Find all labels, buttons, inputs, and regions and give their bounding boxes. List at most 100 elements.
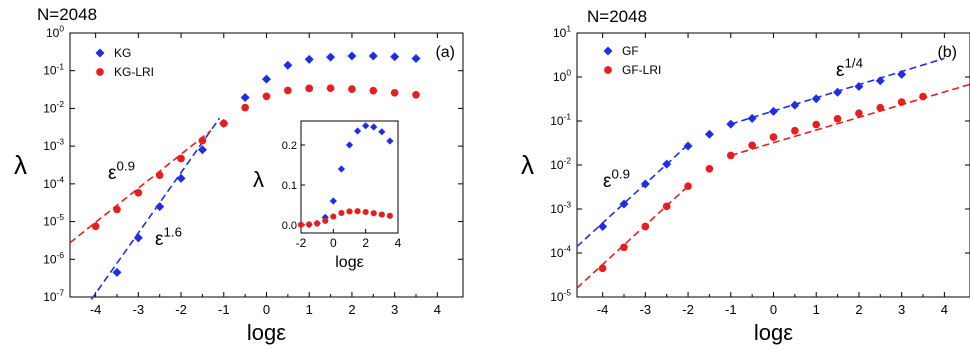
panel-b-y-tick-label: 100 (553, 68, 571, 84)
panel-a-kg-point (240, 92, 250, 102)
panel-a-y-tick-label: 10-4 (43, 174, 64, 190)
panel-b-legend-label: GF-LRI (622, 63, 661, 77)
inset-kg-lri-point (346, 208, 353, 215)
panel-b-y-tick-label: 10-3 (550, 200, 571, 216)
panel-b-x-tick-label: -4 (597, 302, 609, 317)
inset-x-tick-label: 0 (330, 236, 337, 250)
panel-b-y-tick-label: 10-4 (550, 244, 571, 260)
panel-a-kg-point (411, 54, 421, 64)
panel-a-kg-lri-point (412, 90, 420, 99)
panel-a-x-tick-label: 2 (348, 302, 355, 317)
panel-b-gf-point (640, 179, 650, 189)
panel-b-y-tick-label: 101 (553, 24, 571, 40)
inset-y-tick-label: 0.1 (282, 180, 297, 192)
panel-a-y-axis-label: λ (14, 150, 27, 180)
inset-kg-point (362, 122, 370, 130)
panel-b-gf-lri-point (598, 264, 607, 273)
panel-b-fit-label: ε0.9 (603, 166, 630, 192)
panel-b-gf-lri-point (748, 141, 756, 150)
panel-b-x-tick-label: 2 (855, 302, 862, 317)
panel-a-y-tick-label: 100 (46, 24, 64, 40)
inset-kg-lri-point (306, 221, 313, 228)
inset-kg-point (378, 128, 386, 136)
panel-a-legend-marker (95, 48, 105, 58)
inset-x-axis-label: logε (335, 254, 363, 271)
panel-a-kg-lri-point (134, 188, 143, 197)
panel-a-kg-point (304, 54, 314, 64)
panel-b-chart: N=2048 -4 -3 -2 -1 0 1 2 3 4 10-5 10-4 10-3 10-2 10-1 1… (521, 7, 970, 345)
panel-b-x-tick-label: -1 (725, 302, 737, 317)
panel-b-gf-lri-point (855, 109, 863, 118)
panel-b-gf-point (854, 81, 864, 91)
panel-b-panel-label: (b) (937, 44, 957, 61)
panel-a-kg-lri-point (113, 205, 121, 214)
panel-b-gf-point (598, 222, 608, 232)
inset-x-tick-label: 2 (362, 236, 369, 250)
panel-a-x-tick-label: 4 (434, 302, 441, 317)
inset-kg-lri-point (322, 217, 329, 224)
inset-kg-lri-point (354, 208, 361, 215)
inset-kg-lri-point (362, 208, 369, 216)
panel-b-gf-lri-point (684, 182, 692, 191)
panel-a-kg-point (112, 267, 122, 277)
panel-b-gf-lri-point (620, 243, 628, 252)
panel-b-gf-point (811, 94, 821, 104)
panel-b-fit-line (730, 83, 970, 157)
panel-b-gf-point (875, 76, 885, 86)
panel-a-panel-label: (a) (435, 44, 455, 61)
panel-a-kg-point (390, 52, 400, 62)
panel-b-legend-marker (603, 46, 613, 56)
panel-a-y-tick-label: 10-3 (43, 137, 64, 153)
panel-a-x-tick-label: 1 (306, 302, 313, 317)
panel-b-gf-lri-point (791, 126, 799, 135)
panel-b-x-tick-label: 4 (941, 302, 948, 317)
panel-b-fit-line (576, 144, 689, 248)
inset-y-tick-label: 0.2 (282, 140, 297, 152)
panel-a-x-tick-label: -3 (133, 302, 145, 317)
panel-a-x-tick-label: -4 (90, 302, 102, 317)
panel-b-header: N=2048 (587, 7, 647, 26)
panel-a-kg-point (283, 60, 293, 70)
inset-kg-point (370, 123, 378, 131)
panel-b-gf-point (790, 100, 800, 110)
panel-b-gf-lri-point (726, 151, 735, 160)
panel-a-fit-line (69, 129, 212, 244)
panel-a-kg-lri-point (305, 84, 314, 93)
panel-b-gf-lri-point (897, 98, 906, 106)
panel-b-gf-point (897, 69, 907, 79)
inset-x-tick-label: 4 (395, 236, 402, 250)
panel-a-chart: N=2048 -4 -3 -2 -1 0 1 2 3 4 10-7 10-6 10-5 10-4 10-3 1… (14, 5, 464, 345)
panel-b-gf-point (619, 199, 629, 209)
panel-b-gf-point (704, 129, 714, 139)
panel-b-gf-lri-point (919, 92, 927, 101)
panel-b-gf-point (662, 159, 672, 169)
panel-a-y-tick-label: 10-1 (43, 61, 64, 77)
panel-a-x-tick-label: -1 (218, 302, 230, 317)
inset-kg-lri-point (297, 221, 305, 228)
panel-a-kg-point (155, 202, 165, 212)
panel-b-legend-marker (604, 66, 612, 74)
panel-b-gf-lri-point (641, 222, 650, 231)
panel-b-gf-lri-point (812, 120, 821, 129)
panel-a-kg-point (197, 145, 207, 155)
inset-kg-point (353, 127, 362, 135)
panel-a-kg-lri-point (177, 154, 185, 163)
panel-b-gf-lri-point (833, 115, 842, 123)
inset-kg-point (337, 165, 346, 173)
panel-a-x-tick-label: -2 (175, 302, 187, 317)
panel-a-kg-lri-point (284, 86, 292, 95)
panel-a-y-tick-label: 10-6 (43, 250, 64, 266)
panel-a-kg-lri-point (390, 88, 399, 97)
panel-a-kg-lri-point (91, 222, 100, 231)
panel-a-kg-lri-point (326, 84, 335, 92)
panel-b-gf-lri-point (876, 103, 885, 112)
inset-kg-point (329, 197, 337, 205)
panel-a-kg-lri-point (241, 103, 249, 112)
panel-a-kg-lri-point (219, 119, 228, 128)
panel-a-y-tick-label: 10-7 (43, 288, 64, 304)
panel-a-kg-lri-point (262, 92, 271, 101)
panel-a-legend-marker (96, 68, 104, 76)
panel-b-gf-lri-point (705, 164, 714, 173)
panel-a-kg-point (326, 52, 336, 62)
